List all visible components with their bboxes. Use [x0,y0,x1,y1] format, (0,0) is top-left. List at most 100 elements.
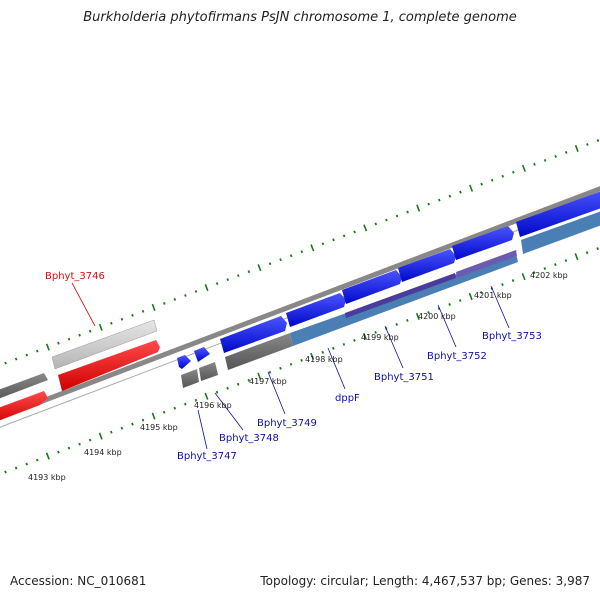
backbone-upper-line [0,186,600,420]
scale-label: 4198 kbp [305,355,343,364]
minor-tick [279,258,282,262]
scale-label: 4201 kbp [474,291,512,300]
gene-feature-bphyt-3749[interactable] [220,316,287,353]
minor-tick [162,301,166,305]
minor-tick [332,238,335,242]
minor-tick [67,337,71,341]
gene-label-bphyt-3748[interactable]: Bphyt_3748 [219,433,279,444]
minor-tick [533,162,536,166]
major-tick [45,343,50,351]
gene-feature-reverse-red-left[interactable] [0,391,48,424]
major-tick [469,184,474,192]
minor-tick [162,410,166,414]
leader-bphyt-3747 [197,409,208,450]
major-tick [363,332,368,340]
minor-tick [88,438,92,442]
minor-tick [480,182,483,186]
minor-tick [110,321,113,325]
leader-bphyt-3751 [384,325,404,369]
minor-tick [480,291,483,295]
scale-labels: 4193 kbp 4194 kbp 4195 kbp 4196 kbp 4197… [28,271,568,482]
cds-feature-purple-2[interactable] [456,250,517,278]
minor-tick [78,442,81,446]
minor-tick [194,290,198,293]
gene-label-bphyt-3749[interactable]: Bphyt_3749 [257,418,317,429]
minor-tick [215,390,219,394]
minor-tick [543,158,547,162]
minor-tick [25,462,28,466]
gene-label-bphyt-3751[interactable]: Bphyt_3751 [374,372,434,383]
minor-tick [184,402,187,406]
gene-feature-bphyt-3751[interactable] [342,270,402,304]
gene-label-bphyt-3752[interactable]: Bphyt_3752 [427,351,487,362]
minor-tick [4,361,7,365]
gene-label-bphyt-3747[interactable]: Bphyt_3747 [177,451,237,462]
gene-feature-highlight[interactable] [51,319,158,370]
minor-tick [374,330,377,334]
minor-tick [448,194,452,198]
minor-tick [332,346,335,350]
gene-feature-reverse-left[interactable] [0,373,48,402]
gene-feature-bphyt-3752[interactable] [398,249,456,282]
major-tick [574,253,579,261]
scale-label: 4196 kbp [194,401,232,410]
gene-feature-other-2[interactable] [199,362,218,381]
gene-feature-bphyt-3753[interactable] [452,226,514,260]
major-tick [204,284,209,292]
gene-feature-next[interactable] [516,188,600,237]
minor-tick [532,271,536,275]
gene-feature-other-1[interactable] [181,369,199,388]
leader-dppf [327,347,346,390]
scale-label: 4194 kbp [84,448,122,457]
minor-tick [194,398,198,402]
gene-label-bphyt-3746[interactable]: Bphyt_3746 [45,271,105,282]
genome-summary-text: Topology: circular; Length: 4,467,537 bp… [260,574,590,588]
minor-tick [110,430,113,434]
minor-tick [490,178,494,182]
cds-feature-purple[interactable] [345,273,456,318]
minor-tick [141,309,145,313]
minor-tick [120,426,124,430]
gene-feature-reverse-red[interactable] [58,340,160,391]
leader-bphyt-3753 [490,285,510,329]
minor-tick [131,422,134,426]
minor-tick [437,307,441,310]
minor-tick [236,382,240,386]
outer-tick-track [4,139,600,365]
scale-label: 4193 kbp [28,473,66,482]
minor-tick [395,214,399,218]
minor-tick [14,357,18,361]
major-tick [468,292,473,301]
major-tick [98,323,103,331]
minor-tick [36,458,39,462]
gene-feature-other-3[interactable] [225,333,293,370]
minor-tick [554,263,557,267]
major-tick [257,264,262,272]
label-leaders [71,282,510,450]
minor-tick [543,267,547,271]
gene-feature-bphyt-3747[interactable] [177,355,191,369]
major-tick [415,312,420,320]
leader-bphyt-3748 [214,392,244,431]
minor-tick [353,230,356,234]
minor-tick [321,350,325,354]
gene-feature-bphyt-3748[interactable] [194,347,210,362]
minor-tick [511,279,515,283]
major-tick [416,204,421,212]
map-title: Burkholderia phytofirmans PsJN chromosom… [83,10,517,25]
minor-tick [131,313,134,317]
leader-bphyt-3749 [267,371,286,415]
minor-tick [586,143,589,146]
gene-label-dppf[interactable]: dppF [335,393,360,404]
minor-tick [300,358,303,362]
gene-feature-dppf[interactable] [286,293,346,327]
cds-feature-right[interactable] [521,208,600,254]
minor-tick [226,278,229,282]
minor-tick [226,386,229,390]
gene-label-bphyt-3753[interactable]: Bphyt_3753 [482,331,542,342]
scale-label: 4197 kbp [249,377,287,386]
minor-tick [173,297,177,301]
minor-tick [554,154,557,158]
major-tick [521,273,526,281]
